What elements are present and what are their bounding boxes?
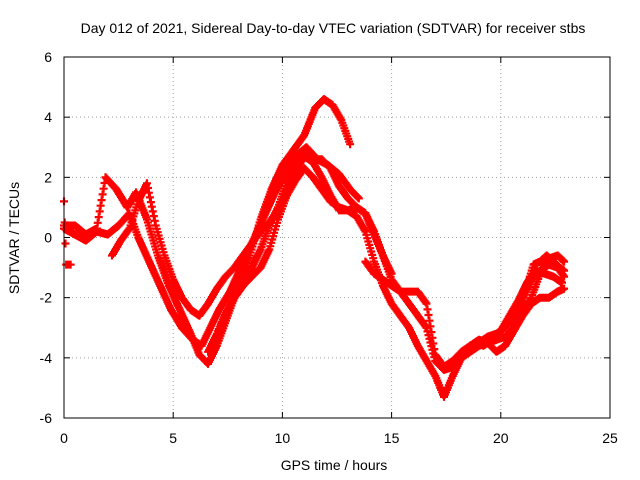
x-tick-label: 5 — [169, 430, 177, 446]
y-tick-label: -6 — [40, 410, 53, 426]
axis-ticks: 0 5 10 15 20 25 -6 -4 -2 0 2 4 6 — [40, 49, 618, 446]
y-tick-label: 0 — [44, 230, 52, 246]
y-tick-label: 2 — [44, 169, 52, 185]
y-tick-label: 4 — [44, 109, 52, 125]
series-sat-i — [479, 266, 566, 350]
x-tick-label: 25 — [602, 430, 618, 446]
y-tick-label: 6 — [44, 49, 52, 65]
x-tick-label: 0 — [60, 430, 68, 446]
data-points — [60, 95, 569, 401]
series-markers — [479, 266, 566, 350]
x-tick-label: 15 — [384, 430, 400, 446]
x-axis-title: GPS time / hours — [281, 457, 388, 473]
y-axis-title: SDTVAR / TECUs — [6, 182, 22, 294]
chart-title: Day 012 of 2021, Sidereal Day-to-day VTE… — [81, 20, 586, 36]
x-tick-label: 20 — [493, 430, 509, 446]
y-tick-label: -2 — [40, 290, 53, 306]
y-tick-label: -4 — [40, 350, 53, 366]
x-tick-label: 10 — [275, 430, 291, 446]
